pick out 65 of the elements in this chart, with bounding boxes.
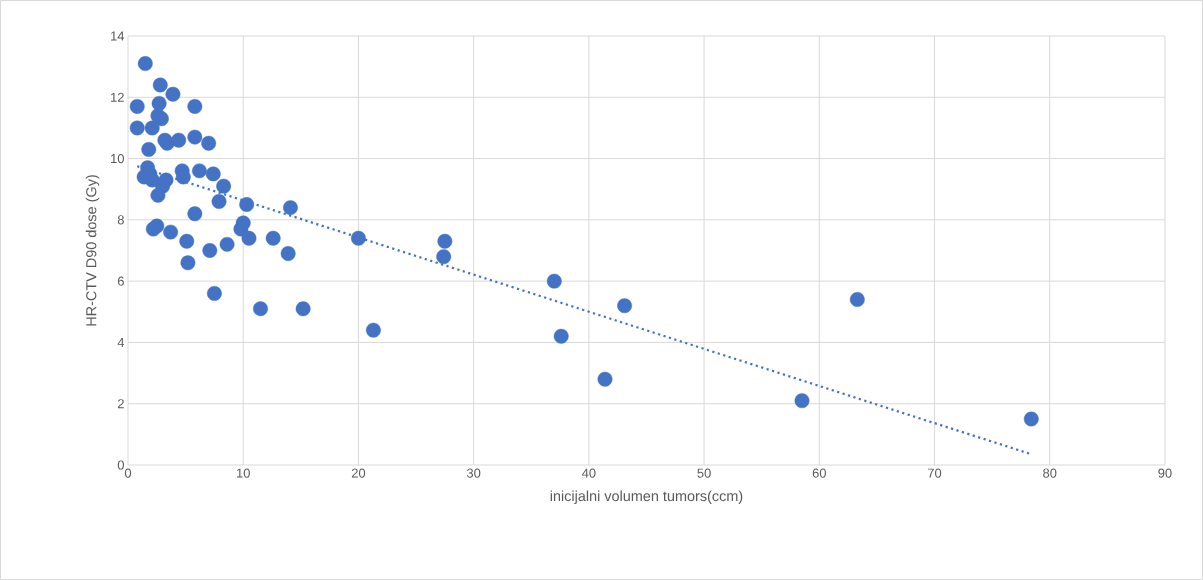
point — [163, 224, 179, 240]
point — [849, 292, 865, 307]
y-tick-label: 14 — [111, 31, 125, 41]
point — [180, 255, 196, 271]
point — [187, 129, 203, 145]
x-tick-label: 90 — [1158, 468, 1172, 478]
y-tick-label: 12 — [111, 92, 124, 102]
point — [265, 230, 281, 246]
point — [597, 371, 613, 387]
y-tick-label: 8 — [117, 215, 124, 225]
y-axis-title: HR-CTV D90 dose (Gy) — [85, 175, 100, 326]
x-tick-label: 30 — [466, 468, 481, 478]
point — [241, 230, 257, 246]
x-tick-label: 70 — [927, 468, 942, 478]
y-tick-label: 4 — [117, 337, 125, 347]
point — [207, 286, 222, 301]
point — [144, 120, 160, 136]
point — [351, 230, 366, 246]
point — [145, 221, 161, 237]
x-axis-title: inicijalni volumen tumors(ccm) — [550, 490, 743, 504]
point — [141, 141, 157, 157]
x-tick-label: 60 — [812, 468, 826, 478]
x-tick-label: 40 — [581, 468, 596, 478]
point — [436, 249, 452, 265]
point — [546, 273, 562, 289]
point — [794, 393, 810, 409]
point — [253, 301, 268, 317]
point — [205, 166, 221, 182]
point — [137, 56, 153, 71]
x-tick-label: 10 — [237, 468, 250, 478]
x-tick-label: 20 — [351, 468, 366, 478]
point — [202, 243, 218, 258]
y-tick-label: 0 — [117, 460, 124, 470]
point — [437, 233, 453, 249]
point — [617, 298, 632, 314]
point — [158, 172, 174, 188]
point — [165, 86, 181, 102]
point — [144, 172, 160, 188]
point — [283, 200, 298, 215]
point — [280, 246, 296, 261]
x-tick-label: 0 — [124, 468, 132, 478]
point — [211, 194, 227, 209]
point — [150, 187, 166, 203]
point — [219, 236, 235, 252]
point — [239, 197, 255, 212]
x-tick-label: 80 — [1043, 468, 1057, 478]
y-tick-label: 6 — [117, 276, 124, 286]
x-tick-label: 50 — [697, 468, 711, 478]
point — [201, 135, 217, 151]
point — [129, 120, 145, 136]
point — [1023, 411, 1039, 427]
y-tick-label: 2 — [117, 399, 124, 409]
point — [171, 132, 187, 148]
point — [152, 77, 168, 93]
point — [129, 99, 145, 114]
point — [553, 328, 569, 344]
point — [192, 163, 207, 179]
point — [295, 301, 311, 317]
y-tick-label: 10 — [111, 153, 124, 164]
point — [235, 215, 251, 231]
point — [187, 99, 203, 114]
point — [216, 178, 232, 194]
point — [366, 322, 381, 338]
point — [179, 233, 195, 249]
point — [187, 206, 203, 222]
